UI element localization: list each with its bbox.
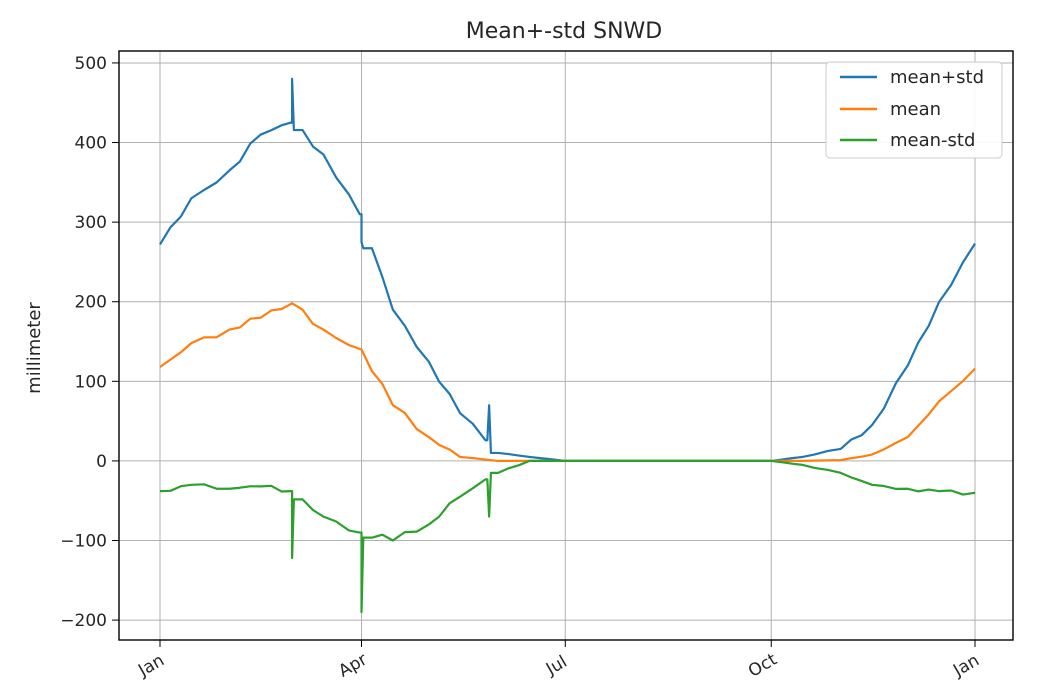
series-layer [159, 77, 976, 614]
x-tick-label: Oct [745, 649, 781, 681]
x-tick-label: Jan [134, 650, 168, 681]
y-tick-label: 100 [75, 372, 107, 392]
y-tick-label: 0 [96, 452, 107, 472]
series-line-mean [159, 302, 976, 463]
y-tick-label: −200 [60, 611, 107, 631]
y-tick-label: −100 [60, 532, 107, 552]
series-line-mean-std [159, 77, 976, 463]
legend-label-mean: mean [890, 99, 941, 120]
y-tick-label: 400 [75, 134, 107, 154]
plot-area-frame [118, 50, 1014, 641]
y-tick-label: 300 [75, 213, 107, 233]
chart-title: Mean+-std SNWD [466, 19, 662, 44]
x-tick-label: Jul [542, 652, 571, 680]
grid-lines [119, 51, 1013, 640]
legend-label-mean-plus-std: mean+std [890, 67, 984, 88]
legend: mean+std mean mean-std [825, 61, 1003, 159]
legend-label-mean-minus-std: mean-std [890, 130, 975, 151]
y-tick-label: 500 [75, 54, 107, 74]
y-axis-label: millimeter [24, 302, 45, 394]
x-tick-label: Apr [335, 650, 370, 682]
series-line-mean-std [159, 459, 976, 614]
legend-frame [825, 61, 1003, 159]
y-tick-label: 200 [75, 293, 107, 313]
x-tick-label: Jan [949, 650, 983, 681]
